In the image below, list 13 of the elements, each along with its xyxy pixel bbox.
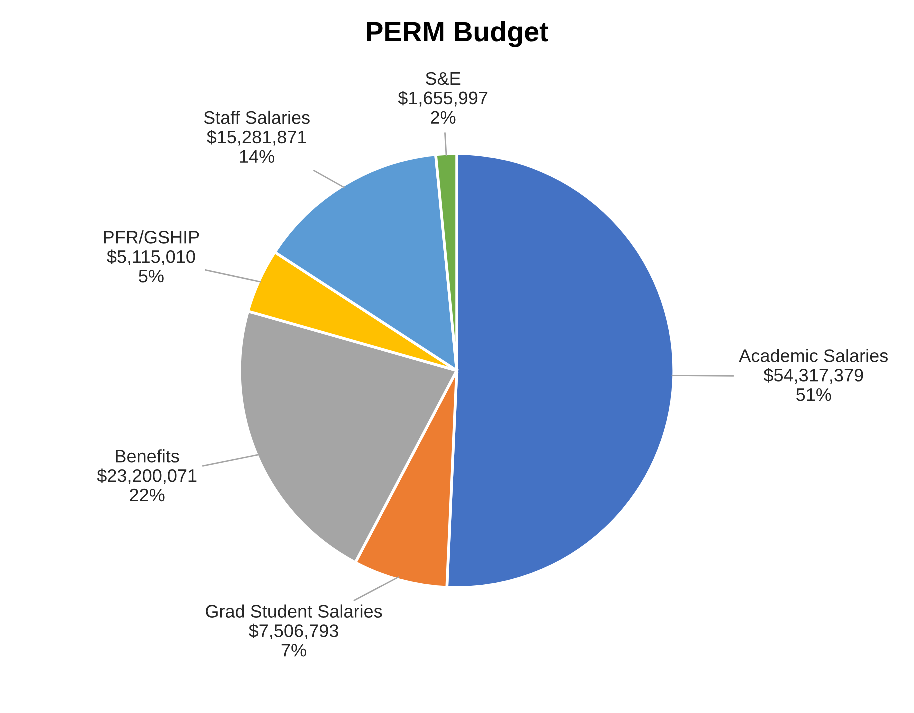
chart-title: PERM Budget: [367, 21, 548, 48]
slice-label: PFR/GSHIP: [104, 230, 200, 244]
data-label: $23,200,071 22%: [97, 468, 197, 502]
data-label: $15,281,871 14%: [207, 130, 306, 164]
data-label: $1,655,997 2%: [398, 91, 488, 124]
slice-label: Grad Student Salaries: [206, 604, 382, 618]
slice-label: S&E: [426, 72, 461, 86]
data-label: $7,506,793 7%: [249, 624, 338, 657]
data-label: $5,115,010 5%: [107, 250, 196, 283]
slice-label: Staff Salaries: [204, 110, 310, 124]
data-label: $54,317,379 51%: [764, 368, 864, 402]
slice-label: Benefits: [116, 450, 180, 463]
slice-label: Academic Salaries: [739, 349, 888, 362]
